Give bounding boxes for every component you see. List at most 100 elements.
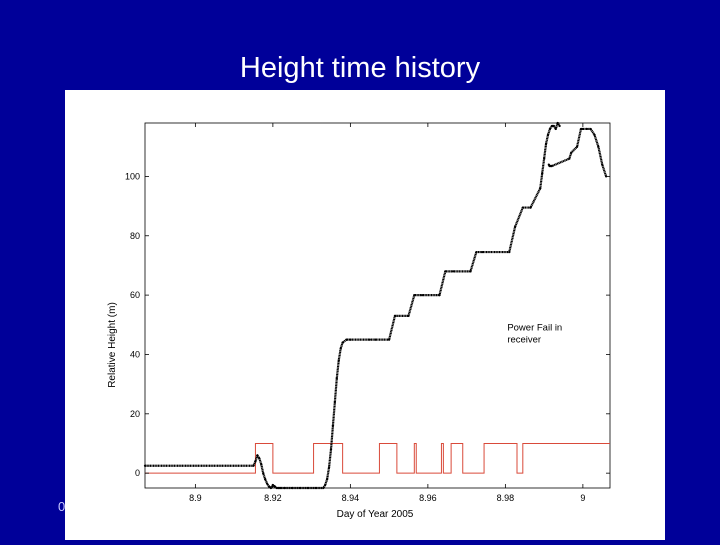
height-point	[306, 486, 309, 490]
plot-frame	[144, 122, 611, 489]
y-tick-label: 40	[130, 349, 140, 359]
height-point	[554, 127, 557, 131]
x-tick-label: 8.98	[497, 493, 515, 503]
height-point	[322, 486, 325, 490]
height-point	[543, 157, 546, 160]
height-point	[552, 124, 555, 128]
y-tick-label: 0	[135, 468, 140, 478]
x-tick-label: 9	[580, 493, 585, 503]
height-point	[393, 314, 397, 317]
height-point	[337, 359, 340, 362]
height-point	[260, 463, 263, 466]
height-point	[558, 124, 561, 128]
height-point	[345, 338, 348, 341]
height-point	[291, 486, 294, 490]
height-point	[339, 347, 342, 350]
power-status-line	[145, 442, 610, 474]
height-point	[444, 270, 447, 273]
height-time-history-chart: 8.9 8.92 8.94 8.96 8.98 9 0 20 40 60 80 100 Day of…	[107, 121, 611, 520]
height_after_fail-point	[570, 151, 573, 154]
x-tick-label: 8.92	[264, 493, 282, 503]
height-point	[546, 133, 550, 136]
x-tick-label: 8.94	[342, 493, 360, 503]
height-point	[267, 485, 271, 488]
height-point	[269, 486, 273, 490]
height-point	[451, 270, 455, 273]
height-point	[275, 486, 278, 490]
height-point	[513, 225, 517, 228]
y-axis-ticks: 0 20 40 60 80 100	[125, 171, 610, 478]
height-point	[335, 377, 338, 380]
x-axis-ticks: 8.9 8.92 8.94 8.96 8.98 9	[189, 123, 585, 503]
height-point	[256, 454, 259, 457]
height-point	[420, 294, 424, 297]
y-axis-label: Relative Height (m)	[107, 302, 118, 388]
height-point	[529, 206, 532, 209]
height-point	[469, 270, 472, 273]
height-point	[258, 457, 261, 460]
height-point	[329, 448, 333, 451]
height_after_fail-point	[601, 163, 604, 166]
plot-border	[144, 122, 611, 489]
height-point	[314, 486, 317, 490]
height-point	[273, 485, 276, 488]
y-tick-label: 60	[130, 290, 140, 300]
height-point	[283, 486, 286, 490]
x-tick-label: 8.96	[419, 493, 437, 503]
height-point	[254, 460, 257, 463]
height-point	[262, 472, 265, 475]
height_after_fail-point	[589, 127, 592, 131]
height-point	[327, 466, 331, 469]
height-point	[277, 486, 280, 490]
height-point	[143, 464, 147, 467]
annotation-line-2: receiver	[507, 335, 541, 346]
height-point	[548, 127, 552, 131]
height-point	[481, 250, 484, 254]
height_after_fail-point	[593, 133, 596, 136]
height_after_fail-point	[568, 157, 571, 160]
height_after_fail-point	[579, 127, 583, 131]
height-point	[333, 400, 336, 404]
height_after_fail-point	[585, 127, 588, 131]
height-point	[324, 483, 327, 487]
height-line	[145, 121, 561, 490]
height-point	[298, 486, 302, 490]
x-tick-label: 8.9	[189, 493, 202, 503]
height-point	[341, 341, 344, 344]
height-point	[475, 250, 478, 254]
y-tick-label: 20	[130, 409, 140, 419]
x-axis-label: Day of Year 2005	[337, 509, 414, 520]
height-point	[265, 482, 269, 485]
footer-mark: 0	[58, 499, 66, 514]
height-point	[349, 338, 352, 341]
height-point	[556, 121, 559, 125]
height-series	[143, 121, 608, 490]
height-point	[264, 477, 267, 481]
height_after_fail-point	[581, 127, 584, 131]
height_after_fail-point	[597, 145, 600, 148]
height-point	[508, 250, 511, 254]
height-point	[544, 142, 548, 145]
height-point	[374, 338, 377, 341]
annotation-line-1: Power Fail in	[507, 323, 562, 334]
height-point	[550, 124, 553, 128]
y-tick-label: 100	[125, 171, 140, 181]
height-point	[331, 424, 335, 427]
height-point	[521, 206, 524, 209]
height-point	[539, 187, 542, 190]
height-point	[368, 338, 371, 341]
height-point	[541, 172, 544, 175]
height-point	[252, 464, 255, 467]
height_after_fail-point	[575, 145, 579, 148]
height-point	[413, 294, 416, 297]
height-point	[407, 314, 410, 317]
height-point	[388, 338, 391, 341]
y-tick-label: 80	[130, 231, 140, 241]
height-point	[279, 486, 282, 490]
height_after_fail-point	[550, 164, 553, 168]
chart-panel: 8.9 8.92 8.94 8.96 8.98 9 0 20 40 60 80 100 Day of…	[65, 90, 665, 540]
height-point	[438, 294, 441, 297]
power-status-series	[145, 442, 610, 474]
height-point	[326, 477, 329, 481]
slide-title: Height time history	[239, 52, 481, 84]
